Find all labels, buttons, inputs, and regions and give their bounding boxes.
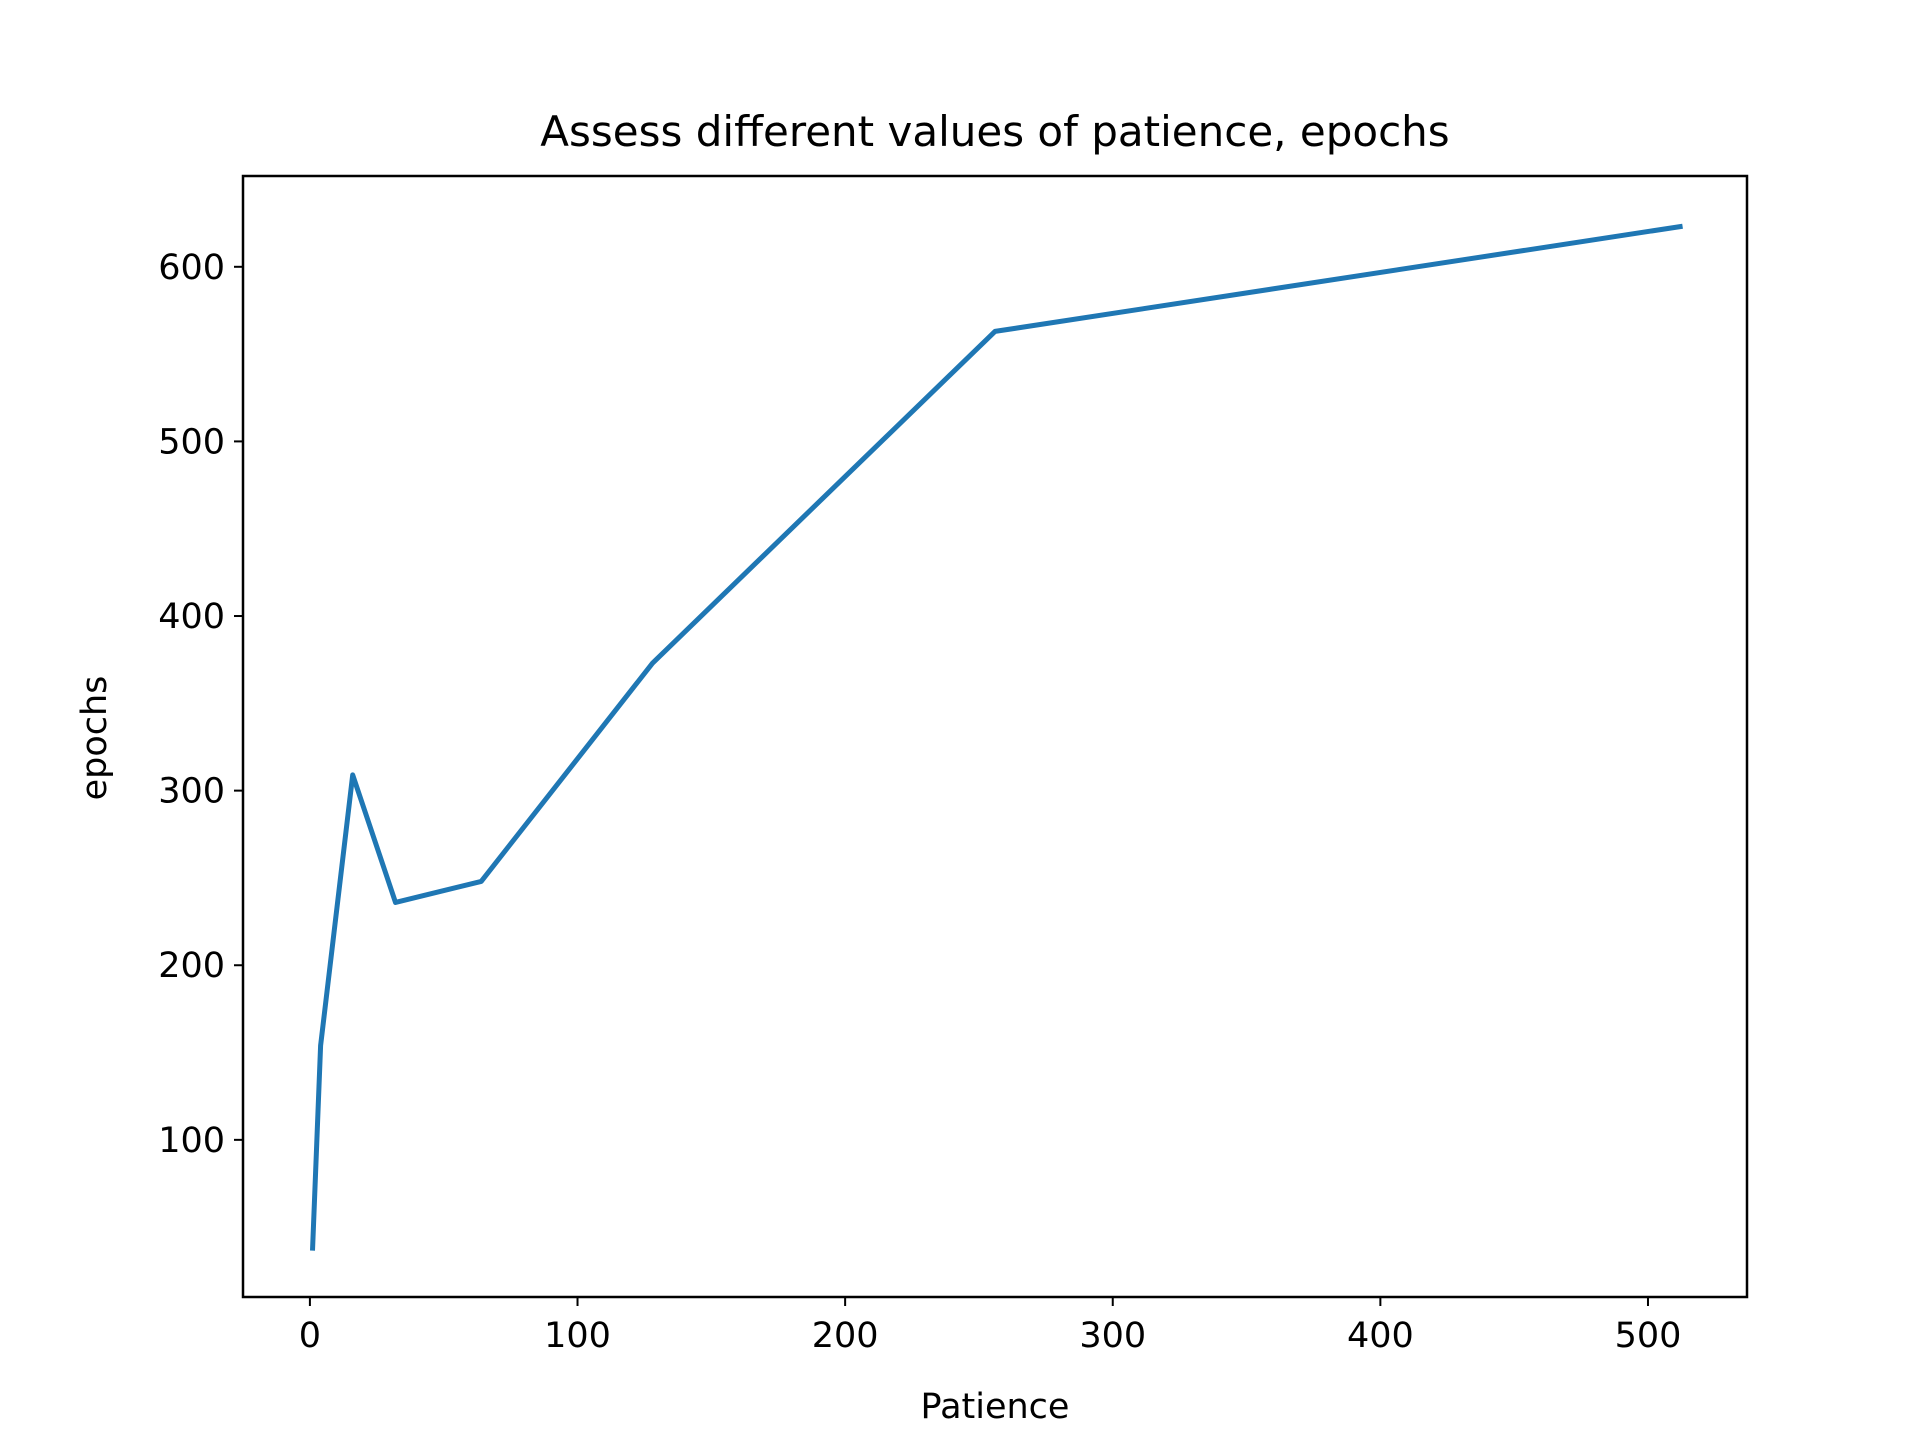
y-tick-label: 100 xyxy=(158,1121,225,1161)
plot-frame xyxy=(241,174,1749,1299)
y-tick-label: 200 xyxy=(158,946,225,986)
chart-title: Assess different values of patience, epo… xyxy=(540,107,1449,156)
series-line-0 xyxy=(310,223,1683,1251)
x-tick-label: 500 xyxy=(1615,1316,1682,1356)
x-tick-label: 200 xyxy=(812,1316,879,1356)
x-axis-label: Patience xyxy=(921,1387,1070,1427)
y-tick-label: 300 xyxy=(158,772,225,812)
x-tick-label: 300 xyxy=(1079,1316,1146,1356)
y-axis-label: epochs xyxy=(75,676,115,801)
y-tick-label: 600 xyxy=(158,248,225,288)
x-tick-label: 0 xyxy=(299,1316,321,1356)
x-tick-label: 400 xyxy=(1347,1316,1414,1356)
y-tick-label: 500 xyxy=(158,422,225,462)
y-tick-label: 400 xyxy=(158,597,225,637)
x-tick-label: 100 xyxy=(544,1316,611,1356)
